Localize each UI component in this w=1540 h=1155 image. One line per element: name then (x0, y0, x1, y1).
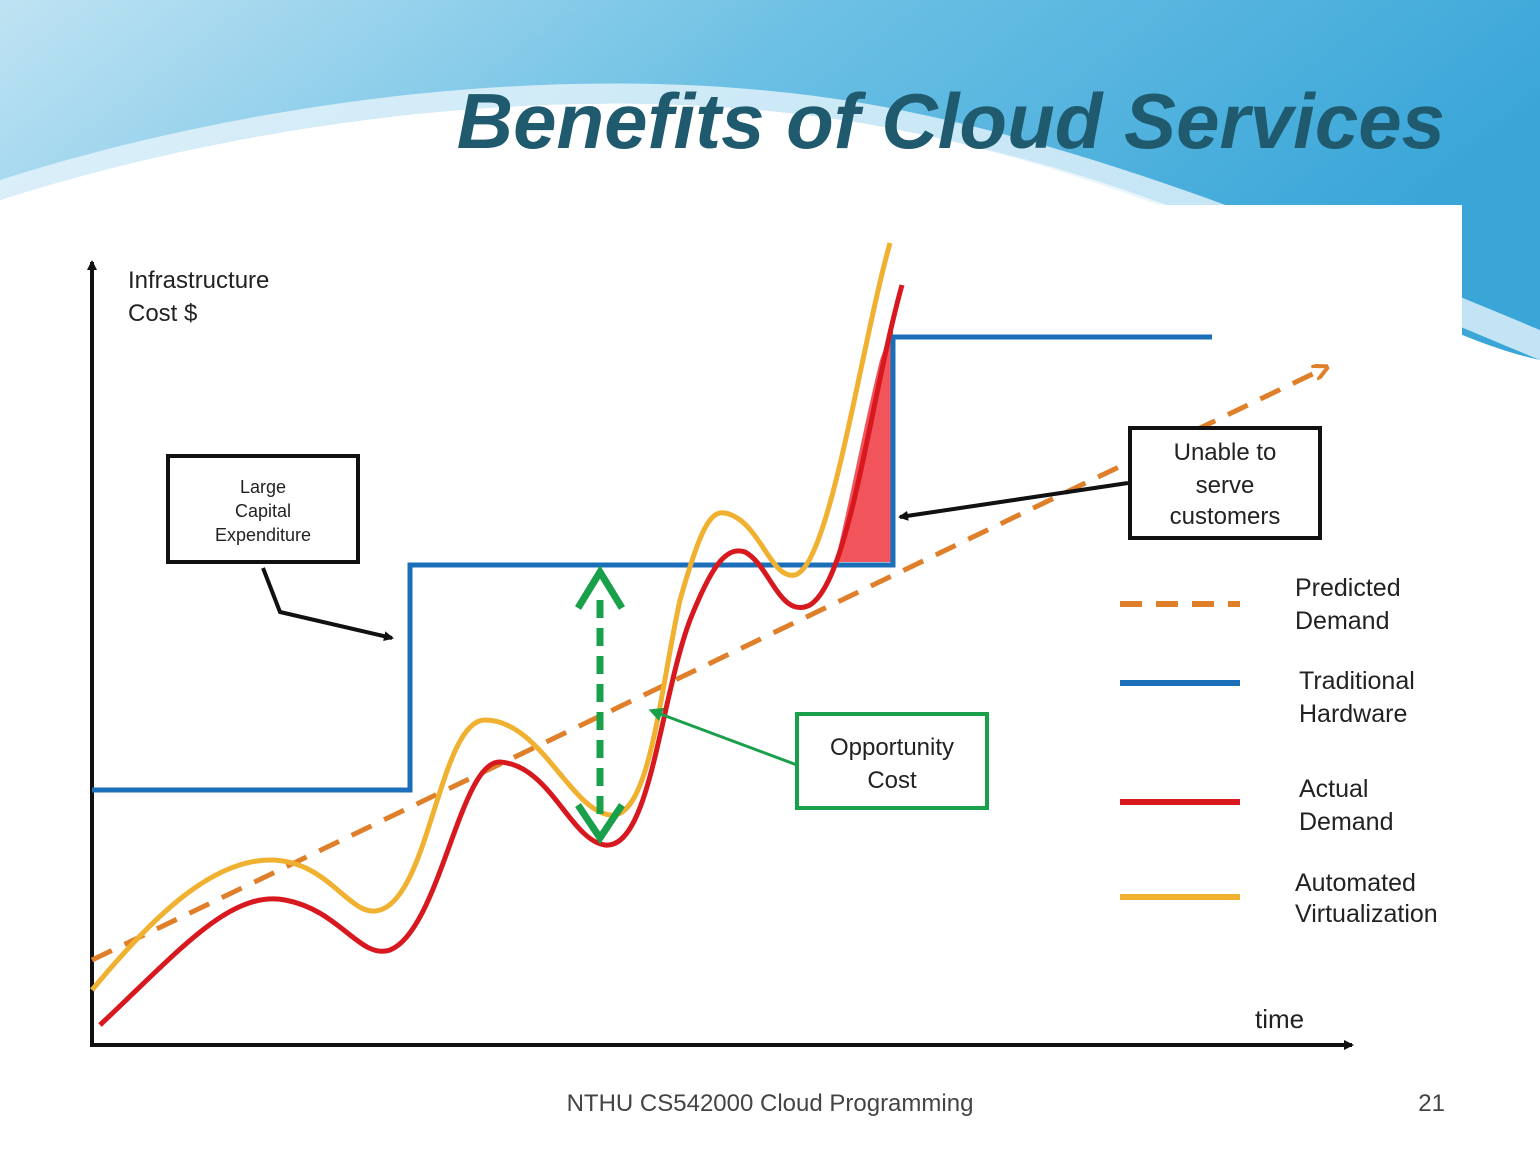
callout-box (1128, 426, 1322, 540)
callout-box (795, 712, 989, 810)
legend-label: Traditional (1299, 667, 1415, 695)
opportunity-pointer (648, 707, 798, 767)
y-axis-label: Cost $ (128, 300, 197, 327)
page-number: 21 (1418, 1090, 1445, 1117)
automated-virtualization-line (90, 242, 893, 992)
callout-text: Capital (235, 501, 291, 521)
callout-pointer (898, 481, 1129, 521)
legend-label: Automated (1295, 869, 1416, 897)
callout-text: Large (240, 477, 286, 497)
callout-text: serve (1196, 472, 1255, 499)
y-axis-label: Infrastructure (128, 267, 269, 294)
callout-pointer (261, 567, 394, 642)
callout-text: Expenditure (215, 525, 311, 545)
legend-label: Actual (1299, 775, 1368, 803)
callout-text: Opportunity (830, 734, 954, 761)
legend-label: Virtualization (1295, 900, 1438, 928)
legend-label: Demand (1295, 607, 1390, 635)
traditional-hardware-line (92, 334, 1212, 793)
legend-label: Demand (1299, 808, 1394, 836)
slide-title: Benefits of Cloud Services (457, 77, 1445, 165)
x-axis-label: time (1255, 1004, 1304, 1034)
diagram-area (62, 205, 1462, 1070)
legend-label: Predicted (1295, 574, 1401, 602)
legend-label: Hardware (1299, 700, 1407, 728)
opportunity-arrow-head (575, 803, 625, 845)
predicted-demand-line (90, 368, 1325, 963)
callout-text: Cost (867, 767, 917, 794)
callout-text: customers (1170, 503, 1281, 530)
footer: NTHU CS542000 Cloud Programming (567, 1090, 974, 1117)
opportunity-arrow-head (575, 565, 625, 610)
header-wave (0, 0, 1540, 360)
callout-box (166, 454, 360, 564)
callout-text: Unable to (1174, 439, 1277, 466)
actual-demand-line (98, 284, 905, 1027)
